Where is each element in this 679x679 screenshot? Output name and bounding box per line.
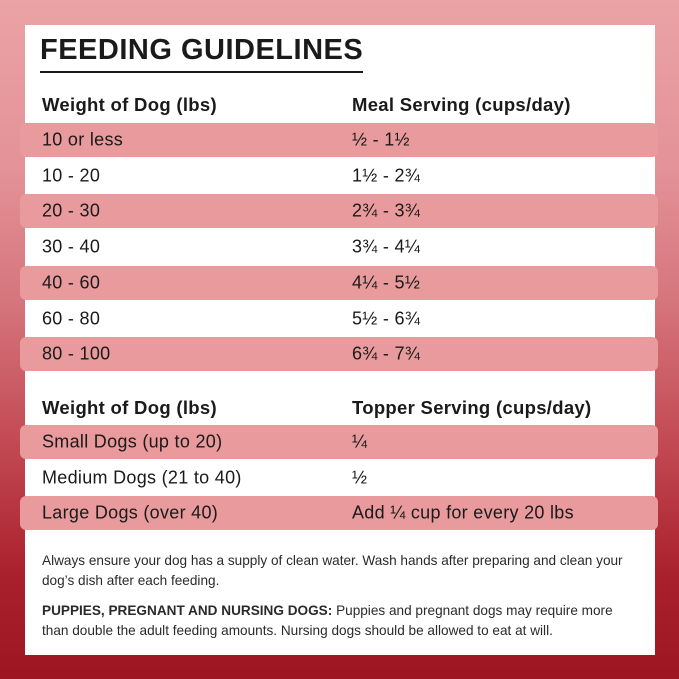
note-text: Puppies and pregnant dogs may require mo… — [42, 603, 613, 638]
table-cell: Large Dogs (over 40) — [42, 502, 219, 523]
table-cell: 20 - 30 — [42, 200, 101, 221]
table-cell: Add ¼ cup for every 20 lbs — [352, 502, 574, 523]
row-highlight — [20, 425, 658, 459]
table-cell: 2¾ - 3¾ — [352, 200, 421, 221]
table-cell: Medium Dogs (21 to 40) — [42, 467, 242, 488]
table-cell: ½ — [352, 467, 368, 488]
table-cell: 4¼ - 5½ — [352, 272, 421, 293]
note-label: PUPPIES, PREGNANT AND NURSING DOGS: — [42, 603, 333, 618]
row-highlight — [20, 265, 658, 300]
table-cell: ½ - 1½ — [352, 129, 410, 150]
table-cell: 6¾ - 7¾ — [352, 343, 421, 364]
table-cell: 1½ - 2¾ — [352, 165, 421, 186]
table-cell: 5½ - 6¾ — [352, 308, 421, 328]
column-header: Weight of Dog (lbs) — [42, 397, 217, 418]
row-highlight — [20, 194, 658, 229]
column-header: Topper Serving (cups/day) — [352, 397, 592, 418]
column-header: Weight of Dog (lbs) — [42, 94, 217, 115]
note: Always ensure your dog has a supply of c… — [42, 551, 642, 591]
row-highlight — [20, 337, 658, 372]
table-cell: 10 or less — [42, 129, 124, 150]
title: FEEDING GUIDELINES — [40, 34, 364, 73]
table-cell: 30 - 40 — [42, 236, 101, 257]
table-cell: ¼ — [352, 431, 368, 452]
column-header: Meal Serving (cups/day) — [352, 94, 571, 115]
row-highlight — [20, 496, 658, 531]
note-text: Always ensure your dog has a supply of c… — [42, 553, 623, 588]
table-cell: 40 - 60 — [42, 272, 101, 293]
note: PUPPIES, PREGNANT AND NURSING DOGS: Pupp… — [42, 601, 642, 641]
table-cell: Small Dogs (up to 20) — [42, 431, 223, 452]
row-highlight — [20, 123, 658, 157]
table-cell: 60 - 80 — [42, 308, 101, 328]
table-cell: 3¾ - 4¼ — [352, 236, 421, 257]
table-cell: 80 - 100 — [42, 343, 111, 364]
table-cell: 10 - 20 — [42, 165, 101, 186]
